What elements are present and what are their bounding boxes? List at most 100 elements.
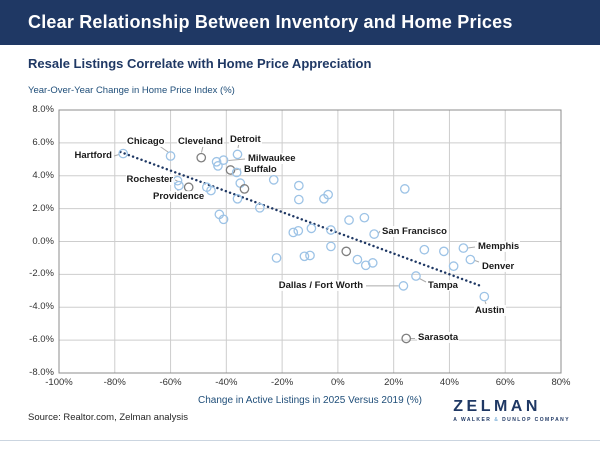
label-connector [174,179,178,182]
logo-wordmark: ZELMAN [453,398,541,415]
data-point [352,254,363,265]
x-axis-title: Change in Active Listings in 2025 Versus… [197,395,423,406]
city-label-sarasota: Sarasota [417,332,460,343]
logo-tagline-pre: A WALKER [453,417,492,423]
data-point-chicago [165,151,176,161]
label-connector [419,278,427,283]
data-point [326,241,336,252]
zelman-logo: ZELMAN A WALKER & DUNLOP COMPANY [453,398,570,424]
city-label-austin: Austin [474,305,506,316]
data-point [326,225,336,235]
y-tick-label: -6.0% [29,334,54,346]
data-point-san-francisco [369,229,379,239]
x-tick-label: 0% [331,377,345,388]
data-point [359,212,370,223]
data-point [399,184,410,194]
label-connector [228,158,246,161]
data-point-cleveland [196,152,207,163]
data-point [271,253,282,263]
city-label-providence: Providence [152,191,206,202]
data-point [232,193,243,204]
y-tick-label: -8.0% [29,367,54,378]
data-point [293,194,304,205]
data-point [235,178,246,188]
footer-divider [0,440,600,441]
data-point-milwaukee [218,155,229,165]
data-point [288,227,299,238]
x-tick-label: -40% [215,377,238,388]
data-point [218,214,229,225]
data-point [367,258,378,268]
city-label-buffalo: Buffalo [243,164,278,175]
data-point-providence [174,180,184,191]
label-connector [201,145,204,153]
data-point-denver [465,254,476,265]
x-tick-label: 60% [495,377,515,388]
data-point [305,250,315,261]
data-point-memphis [458,243,469,253]
x-tick-label: 80% [551,377,571,388]
x-tick-label: -100% [45,377,73,388]
city-label-dallas-fort-worth: Dallas / Fort Worth [277,280,364,291]
chart-subtitle: Resale Listings Correlate with Home Pric… [28,56,372,71]
x-tick-label: 40% [439,377,459,388]
city-label-chicago: Chicago [126,136,166,147]
y-tick-label: 2.0% [32,202,54,214]
data-point-detroit [232,149,243,160]
data-point [213,161,223,171]
label-connector [113,154,120,157]
data-point [239,184,250,194]
x-tick-label: -60% [159,377,182,388]
data-point [254,202,265,213]
plot-border [58,109,562,374]
data-point [293,225,304,236]
data-point [323,189,333,200]
y-axis-title: Year-Over-Year Change in Home Price Inde… [28,85,235,96]
city-label-tampa: Tampa [427,280,459,291]
city-label-detroit: Detroit [229,134,262,145]
data-point-sarasota [401,333,412,344]
x-tick-label: -20% [271,377,294,388]
page-title: Clear Relationship Between Inventory and… [28,12,513,32]
data-point [439,246,449,257]
city-label-memphis: Memphis [477,241,521,252]
x-tick-label: -80% [103,377,126,388]
label-connector [484,301,487,305]
city-label-san-francisco: San Francisco [381,226,448,237]
y-tick-label: -4.0% [29,301,54,313]
data-point [344,215,354,225]
logo-tagline: A WALKER & DUNLOP COMPANY [453,417,570,423]
data-point [293,180,304,191]
source-note: Source: Realtor.com, Zelman analysis [28,412,188,423]
data-point [341,246,352,257]
y-tick-label: 6.0% [32,136,54,148]
y-tick-label: 4.0% [32,169,54,181]
city-label-milwaukee: Milwaukee [247,153,297,164]
data-point-dallas-fort-worth [398,281,409,291]
data-point [211,156,222,167]
logo-tagline-post: DUNLOP COMPANY [502,417,570,423]
data-points [118,148,490,344]
city-label-denver: Denver [481,261,516,272]
y-tick-label: -2.0% [29,268,54,280]
data-point-hartford [118,148,128,159]
data-point [231,167,242,178]
data-point [448,261,459,272]
data-point-buffalo [225,165,236,175]
x-tick-label: 20% [384,377,404,388]
city-label-rochester: Rochester [125,174,174,185]
data-point-austin [479,291,490,302]
y-tick-label: 0.0% [32,235,54,247]
data-point [299,251,310,262]
header-bar: Clear Relationship Between Inventory and… [0,0,600,45]
y-tick-label: 8.0% [32,104,54,115]
data-point [268,175,279,185]
label-connector [467,246,476,249]
data-point-tampa [411,271,421,281]
city-label-cleveland: Cleveland [177,136,224,147]
trend-line [119,150,485,288]
label-connector [474,260,480,263]
data-point [419,244,430,255]
